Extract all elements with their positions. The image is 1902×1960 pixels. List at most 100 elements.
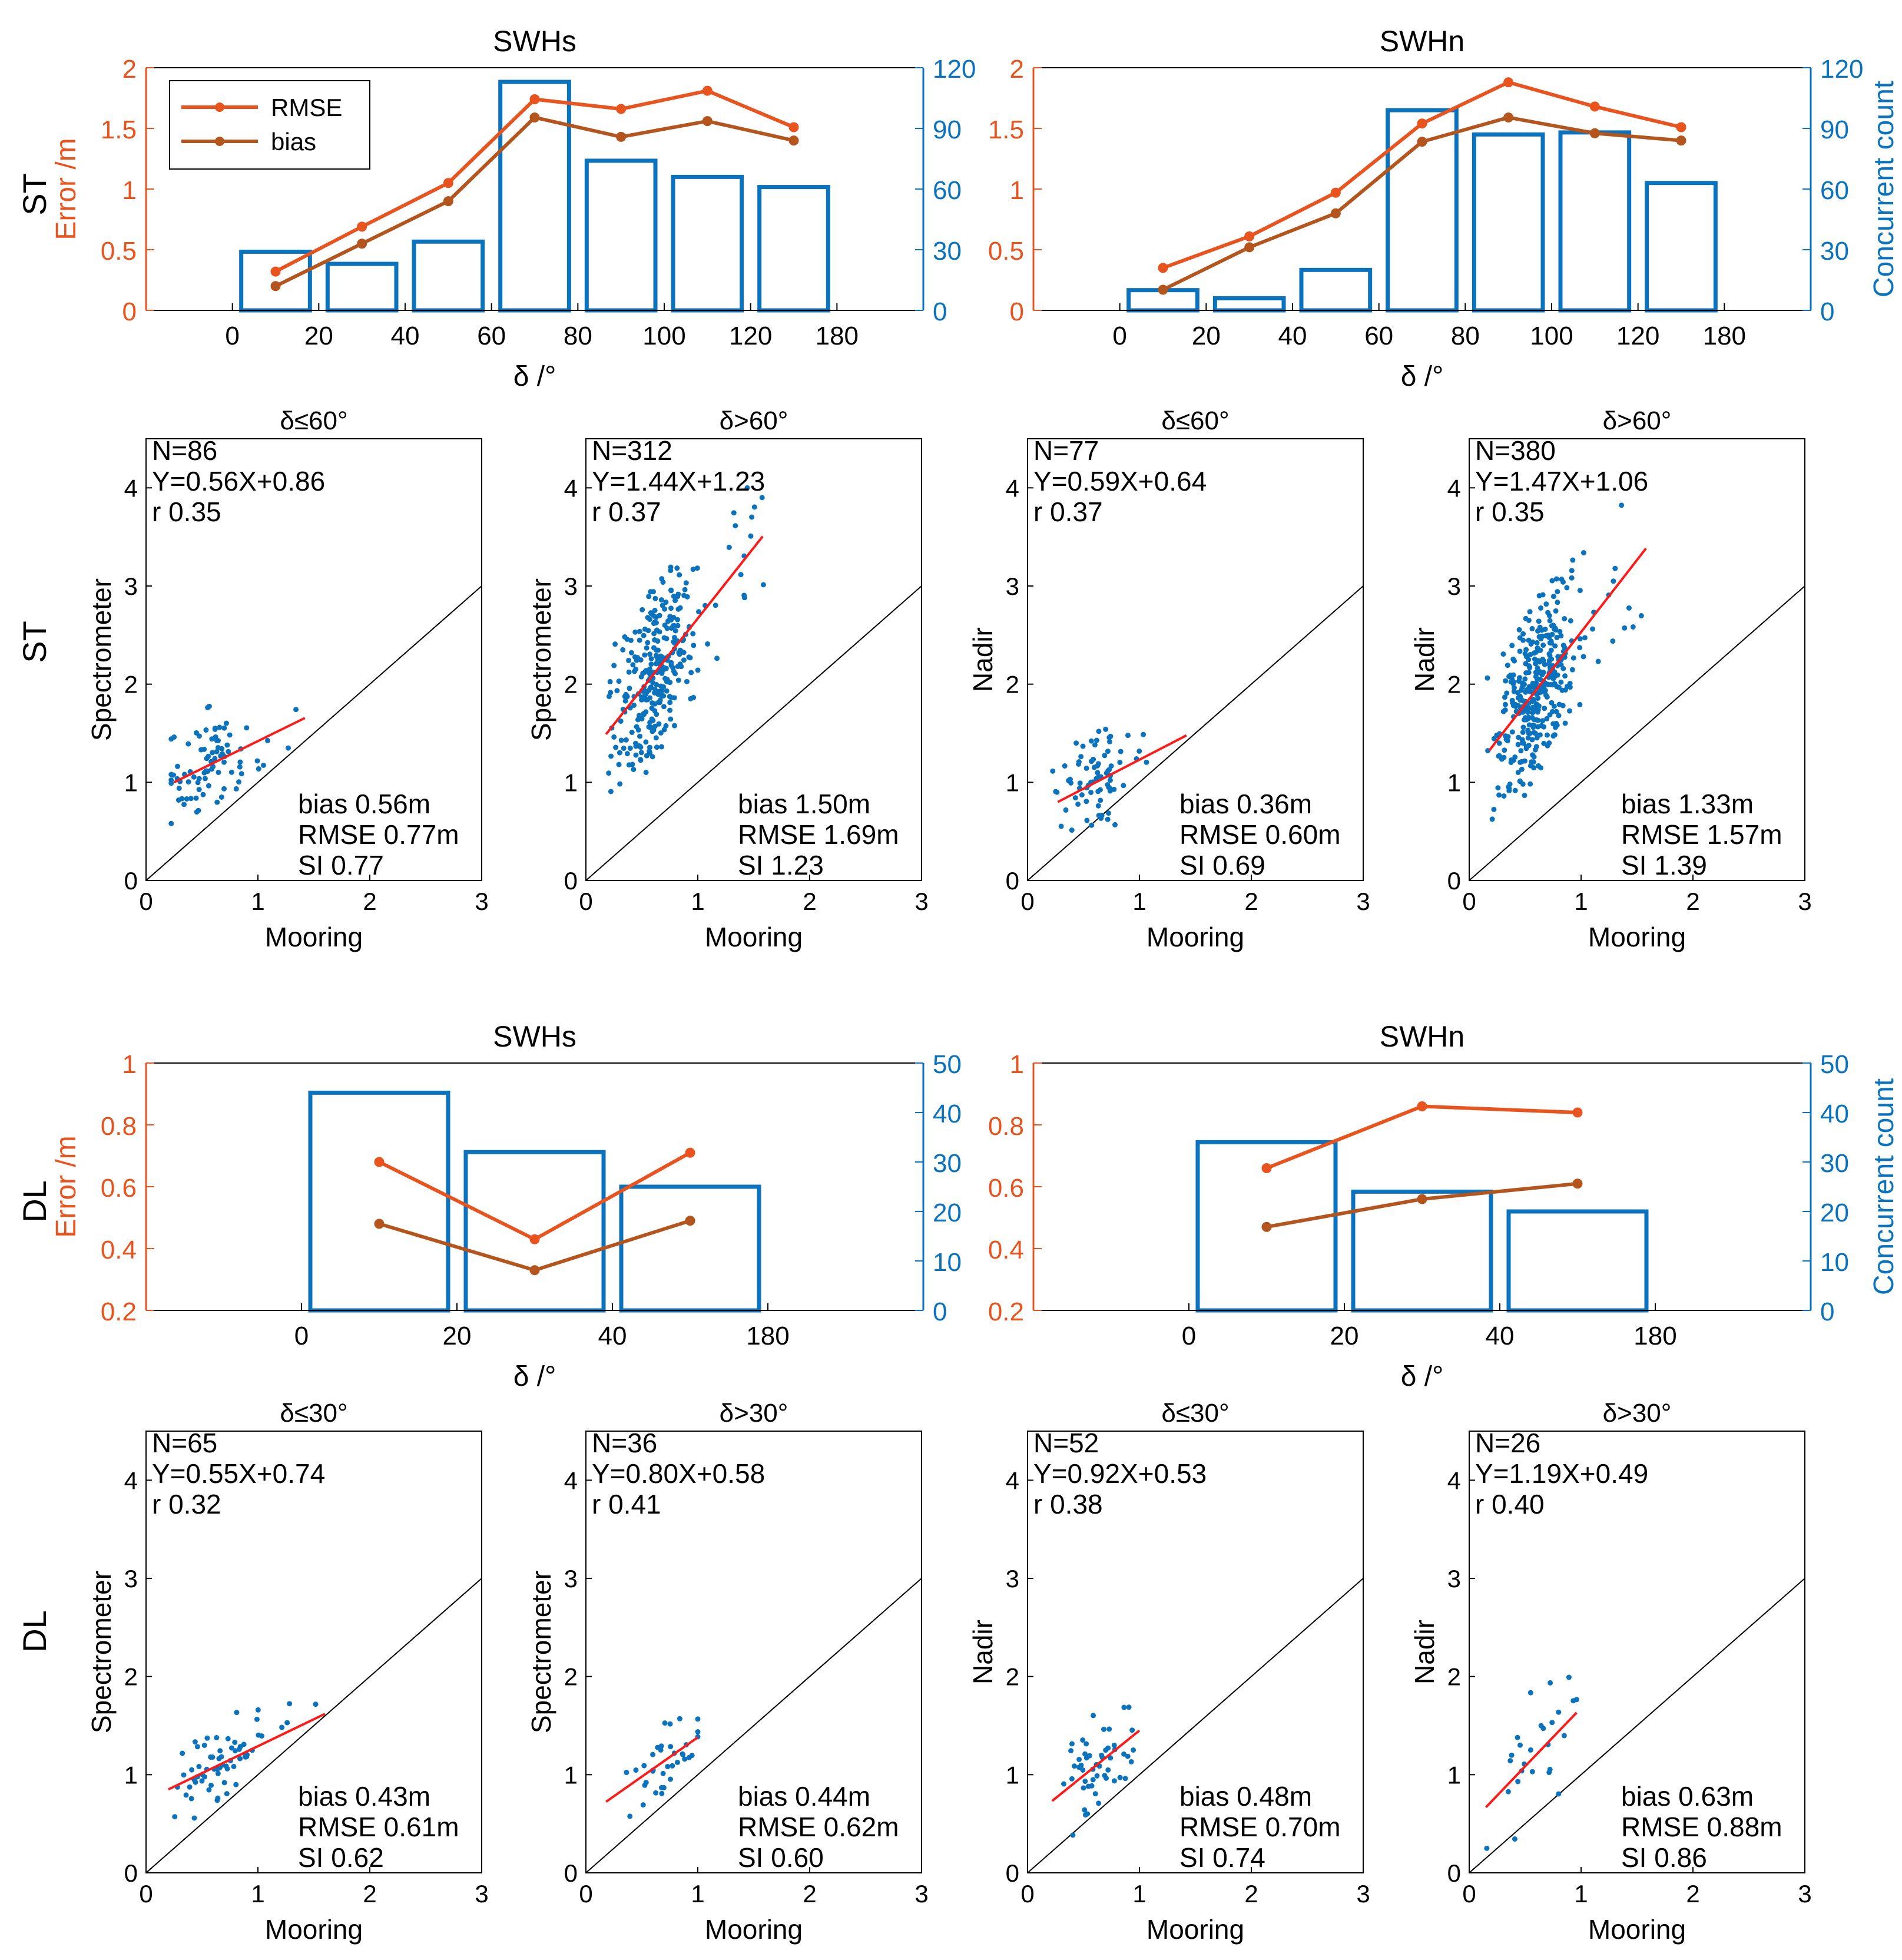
scatter-point xyxy=(657,629,662,635)
scatter-frame xyxy=(1027,438,1364,881)
series-point-rmse xyxy=(1158,263,1168,273)
x-tick-label: 20 xyxy=(1330,1322,1359,1350)
scatter-point xyxy=(1548,640,1554,646)
stats-top-line: Y=1.44X+1.23 xyxy=(592,466,765,496)
scatter-frame xyxy=(1469,438,1805,881)
stats-bottom-line: SI 0.74 xyxy=(1179,1842,1265,1873)
scatter-point xyxy=(628,650,634,655)
series-point-rmse xyxy=(1503,77,1514,88)
scatter-point xyxy=(1104,1775,1109,1781)
stats-bottom-line: RMSE 0.70m xyxy=(1179,1812,1341,1842)
scatter-point xyxy=(188,1796,194,1802)
right-tick-label: 10 xyxy=(1820,1248,1849,1277)
scatter-point xyxy=(1111,1742,1117,1748)
series-point-rmse xyxy=(357,221,367,232)
scatter-point xyxy=(1502,701,1508,707)
scatter-point xyxy=(1540,643,1546,648)
scatter-point xyxy=(1527,1747,1533,1753)
scatter-point xyxy=(1527,781,1533,787)
scatter-point xyxy=(663,599,669,605)
scatter-point xyxy=(606,694,612,700)
scatter-point xyxy=(668,587,674,593)
scatter-point xyxy=(1097,787,1103,793)
scatter-point xyxy=(1089,1783,1095,1789)
scatter-point xyxy=(643,769,649,775)
scatter-point xyxy=(1516,627,1522,633)
scatter-point xyxy=(1546,1770,1552,1776)
scatter-point xyxy=(199,1778,205,1784)
scatter-point xyxy=(254,1716,260,1722)
scatter-point xyxy=(1054,789,1060,795)
scatter-point xyxy=(1558,633,1564,639)
y-tick-label: 3 xyxy=(564,1565,578,1592)
scatter-point xyxy=(293,707,299,713)
scatter-point xyxy=(1111,786,1117,792)
series-point-rmse xyxy=(529,1234,540,1244)
scatter-point xyxy=(1536,634,1542,640)
scatter-point xyxy=(1562,616,1568,622)
scatter-point xyxy=(1509,643,1515,648)
legend-marker-rmse xyxy=(215,102,224,112)
scatter-point xyxy=(646,724,652,730)
scatter-point xyxy=(1099,1752,1105,1758)
scatter-point xyxy=(1076,1764,1082,1770)
scatter-point xyxy=(629,730,635,736)
scatter-point xyxy=(191,774,197,780)
scatter-point xyxy=(671,593,677,599)
scatter-point xyxy=(232,1739,238,1745)
scatter-point xyxy=(726,544,732,550)
fit-line xyxy=(605,1736,699,1803)
scatter-point xyxy=(686,1754,692,1760)
y-tick-label: 2 xyxy=(1006,1663,1019,1691)
scatter-point xyxy=(639,607,645,612)
x-tick-label: 3 xyxy=(475,1880,488,1908)
y-axis-label: Nadir xyxy=(967,1620,998,1684)
scatter-point xyxy=(1503,678,1509,684)
count-bar xyxy=(1472,132,1545,313)
stats-bottom-line: SI 1.39 xyxy=(1621,850,1707,880)
scatter-point xyxy=(748,533,754,539)
scatter-point xyxy=(1535,696,1541,701)
series-point-bias xyxy=(1330,208,1341,218)
count-bar xyxy=(1299,267,1373,313)
scatter-point xyxy=(1582,635,1588,641)
scatter-point xyxy=(652,607,658,613)
y-tick-label: 0 xyxy=(564,867,578,895)
scatter-point xyxy=(210,750,216,756)
scatter-point xyxy=(1092,742,1098,748)
y-tick-label: 2 xyxy=(1447,671,1461,698)
y-tick-label: 4 xyxy=(564,474,578,502)
y-axis-label: Error /m xyxy=(51,1135,82,1237)
scatter-point xyxy=(695,667,701,673)
stats-top-line: Y=0.80X+0.58 xyxy=(592,1458,765,1489)
scatter-point xyxy=(1531,717,1537,723)
count-bar xyxy=(619,1184,761,1313)
scatter-point xyxy=(196,733,202,739)
scatter-point xyxy=(751,504,757,510)
stats-bottom-line: RMSE 0.77m xyxy=(298,819,459,850)
x-axis-label: δ /° xyxy=(513,361,556,392)
scatter-point xyxy=(622,634,628,640)
scatter-point xyxy=(1511,757,1517,763)
stats-top-line: N=86 xyxy=(152,435,217,466)
scatter-point xyxy=(667,700,673,706)
stats-bottom-line: RMSE 0.62m xyxy=(738,1812,899,1842)
scatter-point xyxy=(1084,817,1090,823)
scatter-point xyxy=(647,651,653,657)
scatter-point xyxy=(637,637,642,643)
stats-bottom-line: bias 0.63m xyxy=(1621,1781,1754,1812)
scatter-point xyxy=(1577,636,1583,642)
scatter-point xyxy=(1523,746,1529,751)
scatter-point xyxy=(627,1813,633,1819)
scatter-point xyxy=(1103,726,1109,732)
scatter-point xyxy=(1519,766,1525,772)
scatter-point xyxy=(205,768,211,774)
scatter-point xyxy=(227,732,233,738)
scatter-point xyxy=(1595,658,1601,664)
scatter-point xyxy=(637,743,642,749)
y-tick-label: 3 xyxy=(124,572,138,600)
x-tick-label: 1 xyxy=(251,1880,264,1908)
scatter-point xyxy=(215,1770,221,1776)
scatter-point xyxy=(618,737,624,743)
